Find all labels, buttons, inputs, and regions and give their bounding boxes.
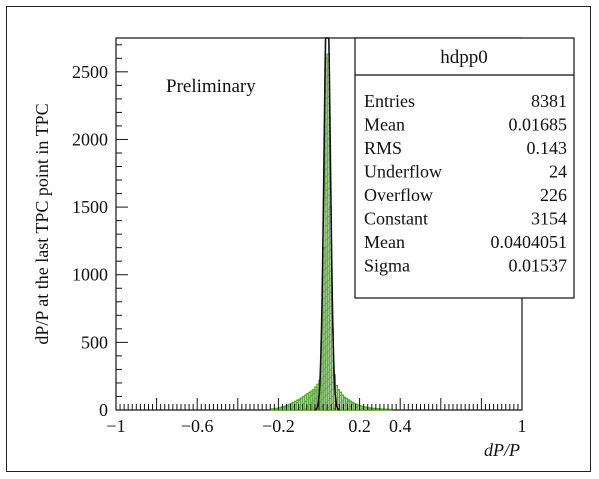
stats-value: 0.01685 (509, 115, 568, 135)
stats-label: Constant (364, 209, 428, 229)
y-tick-label: 1500 (72, 197, 108, 217)
stats-label: Sigma (364, 256, 410, 276)
stats-label: Overflow (364, 185, 433, 205)
y-tick-label: 1000 (72, 265, 108, 285)
stats-label: Mean (364, 232, 405, 252)
y-tick-label: 2000 (72, 129, 108, 149)
stats-value: 3154 (531, 209, 567, 229)
x-tick-label: 1 (518, 416, 527, 436)
stats-box: hdpp0 Entries 8381 Mean 0.01685 RMS 0.143 Unde… (354, 37, 575, 299)
stats-label: Entries (364, 91, 415, 111)
x-tick-label: −1 (106, 416, 125, 436)
x-axis-label: dP/P (484, 440, 520, 460)
y-tick-label: 0 (99, 400, 108, 420)
x-tick-label: 0.2 (348, 416, 371, 436)
stats-label: RMS (364, 138, 402, 158)
stats-title: hdpp0 (440, 47, 488, 68)
y-axis-label: dP/P at the last TPC point in TPC (32, 103, 52, 344)
annotation-preliminary: Preliminary (166, 76, 256, 97)
histogram-bin (328, 206, 332, 411)
x-tick-label: −0.6 (181, 416, 214, 436)
stats-value: 8381 (531, 91, 567, 111)
y-axis-ticks: 0 500 1000 1500 2000 2500 (72, 44, 128, 420)
gaussian-fit-curve (314, 37, 340, 411)
y-tick-label: 2500 (72, 62, 108, 82)
figure-frame (6, 6, 591, 472)
y-tick-label: 500 (81, 332, 108, 352)
x-tick-label: −0.2 (262, 416, 295, 436)
histogram-bars (269, 53, 393, 411)
stats-label: Underflow (364, 162, 442, 182)
stats-value: 24 (549, 162, 567, 182)
stats-value: 0.0404051 (491, 232, 568, 252)
stats-value: 0.01537 (509, 256, 568, 276)
x-tick-label: 0.4 (389, 416, 412, 436)
stats-value: 226 (540, 185, 567, 205)
x-axis-ticks: −1 −0.6 −0.2 0.2 0.4 1 (106, 398, 527, 436)
stats-label: Mean (364, 115, 405, 135)
stats-value: 0.143 (527, 138, 568, 158)
